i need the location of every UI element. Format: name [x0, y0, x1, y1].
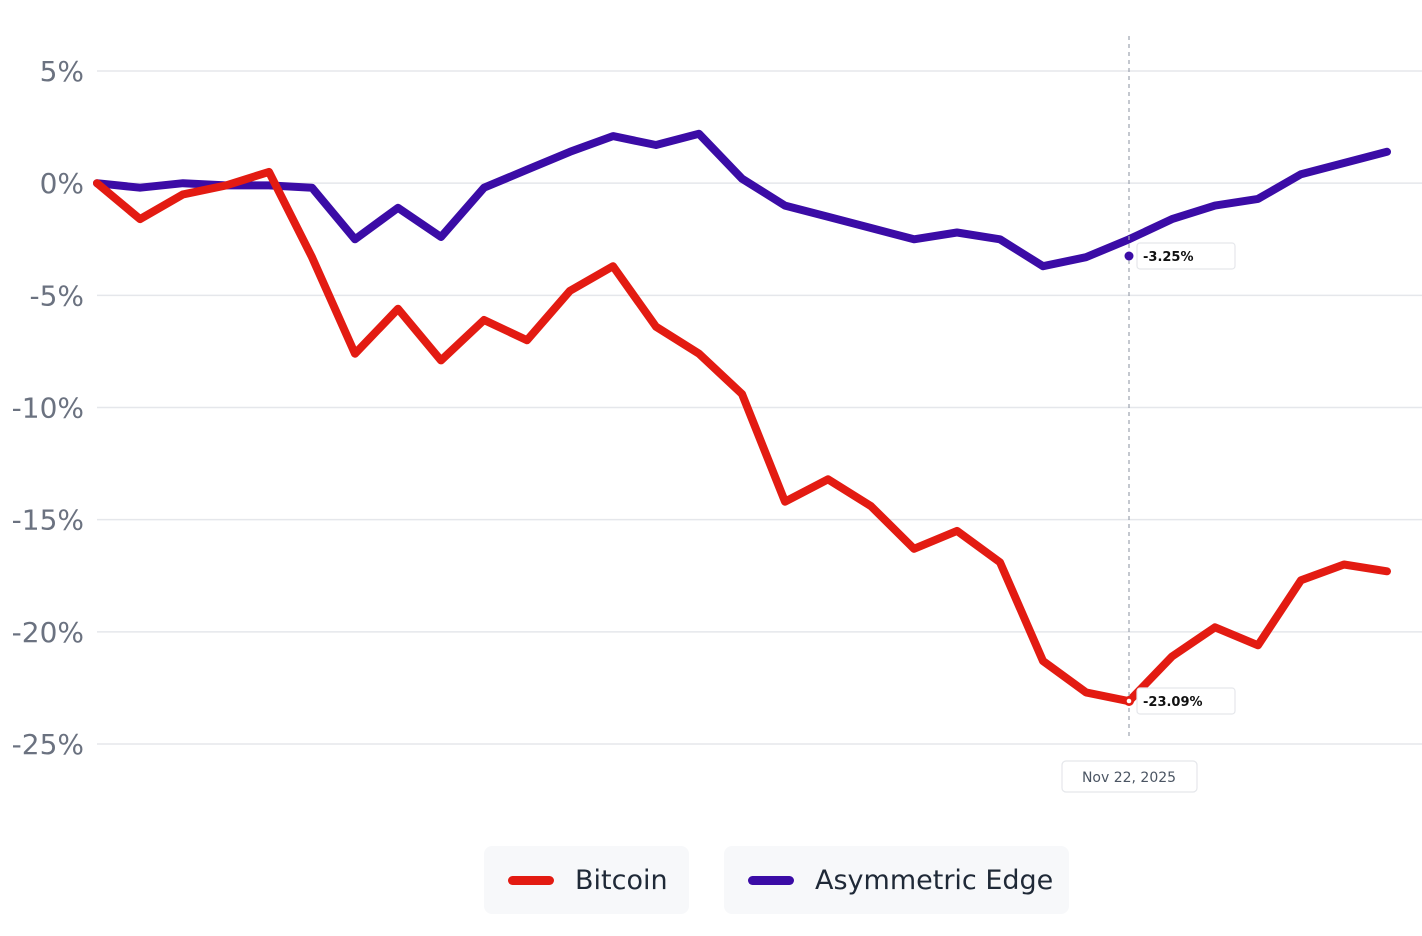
- y-tick-label: 0%: [40, 167, 84, 200]
- hover-point-center: [1126, 698, 1132, 704]
- legend-label-bitcoin: Bitcoin: [575, 864, 668, 896]
- tooltip-value-asymmetric-edge: -3.25%: [1143, 250, 1194, 265]
- series-lines: [93, 129, 1391, 706]
- hover-point-asymmetric-edge: [1124, 251, 1134, 261]
- tooltip-value-box-bitcoin: [1136, 687, 1236, 715]
- tooltip-value-box-asymmetric-edge: [1136, 242, 1236, 270]
- y-tick-label: -25%: [12, 728, 84, 761]
- tooltip-date-label: Nov 22, 2025: [1082, 770, 1176, 786]
- grid-lines: [97, 70, 1422, 745]
- tooltip-value-bitcoin: -23.09%: [1143, 695, 1203, 710]
- legend-item-bitcoin[interactable]: Bitcoin: [484, 846, 689, 914]
- legend-item-asymmetric-edge[interactable]: Asymmetric Edge: [724, 846, 1069, 914]
- tooltip-date-box: [1061, 760, 1198, 793]
- y-tick-label: -10%: [12, 392, 84, 425]
- series-line-bitcoin: [93, 167, 1391, 706]
- y-tick-label: -20%: [12, 616, 84, 649]
- y-tick-label: -15%: [12, 504, 84, 537]
- hover-crosshair: -3.25% -23.09% Nov 22, 2025: [1061, 36, 1236, 793]
- y-tick-label: -5%: [29, 279, 84, 312]
- legend-label-asymmetric-edge: Asymmetric Edge: [815, 864, 1054, 896]
- chart-legend: Bitcoin Asymmetric Edge: [0, 846, 1422, 914]
- legend-swatch-bitcoin: [508, 875, 554, 885]
- legend-swatch-asymmetric-edge: [748, 875, 794, 885]
- y-tick-label: 5%: [40, 55, 84, 88]
- series-line-asymmetric-edge: [93, 129, 1391, 271]
- y-axis-tick-labels: 5% 0% -5% -10% -15% -20% -25%: [12, 55, 84, 761]
